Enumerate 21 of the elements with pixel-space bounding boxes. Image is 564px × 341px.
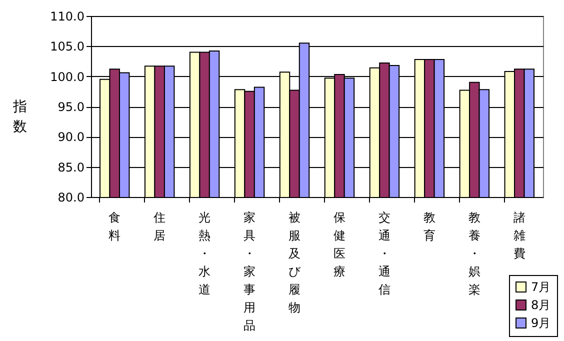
x-tick-label: 交通・通信 xyxy=(378,210,390,296)
y-tick-label: 110.0 xyxy=(50,10,84,24)
y-tick-label: 95.0 xyxy=(58,100,84,114)
y-tick-label: 85.0 xyxy=(58,160,84,174)
y-tick-label: 80.0 xyxy=(58,190,84,204)
x-tick-label: 食料 xyxy=(108,210,121,242)
x-tick-label: 住居 xyxy=(152,210,166,242)
x-tick-label: 被服及び履物 xyxy=(288,210,302,314)
x-tick-label: 保健医療 xyxy=(333,210,346,278)
x-tick-label: 家具・家事用品 xyxy=(244,210,256,332)
y-axis-title: 指数 xyxy=(12,99,28,135)
legend-label: 9月 xyxy=(531,316,551,330)
x-tick-label: 教養・娯楽 xyxy=(468,210,480,296)
y-tick-label: 105.0 xyxy=(50,40,84,54)
y-tick-label: 90.0 xyxy=(58,130,84,144)
legend-label: 7月 xyxy=(531,280,551,294)
y-tick-label: 100.0 xyxy=(50,70,84,84)
legend-label: 8月 xyxy=(531,298,551,312)
x-tick-label: 教育 xyxy=(423,210,436,242)
x-tick-label: 光熱・水道 xyxy=(198,210,211,296)
x-tick-label: 諸雑費 xyxy=(513,210,526,260)
